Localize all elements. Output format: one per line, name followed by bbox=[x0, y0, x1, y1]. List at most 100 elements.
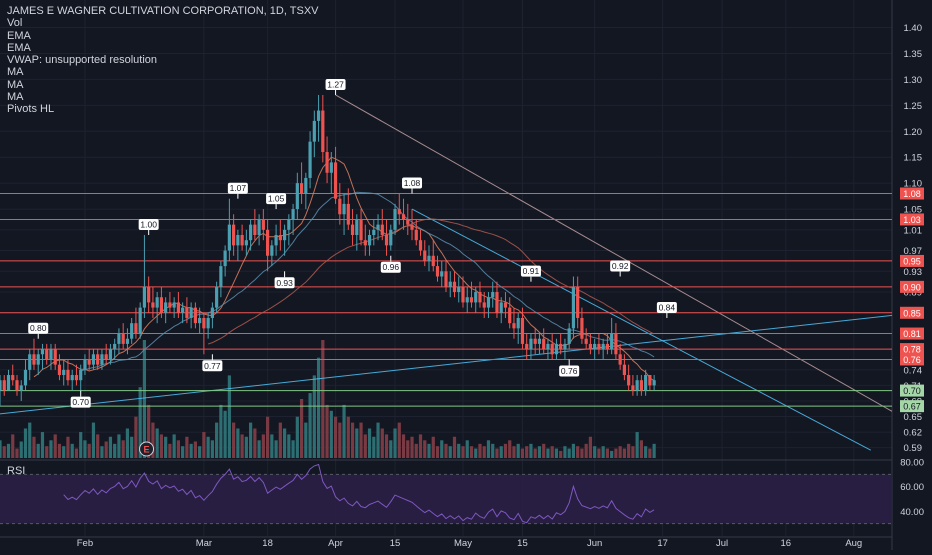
candle-body bbox=[151, 302, 155, 308]
time-axis-label: 15 bbox=[517, 538, 528, 549]
volume-bar bbox=[363, 434, 367, 458]
candle-body bbox=[427, 255, 431, 261]
time-axis-label: Feb bbox=[77, 538, 93, 549]
pivot-label-box bbox=[559, 365, 580, 377]
pivot-label-box bbox=[402, 177, 423, 189]
time-axis-label: 18 bbox=[262, 538, 273, 549]
level-tag bbox=[900, 187, 924, 200]
candle-body bbox=[240, 235, 244, 246]
volume-bar bbox=[181, 446, 185, 458]
candle-body bbox=[121, 333, 125, 344]
volume-bar bbox=[584, 443, 588, 458]
volume-bar bbox=[393, 428, 397, 458]
legend: JAMES E WAGNER CULTIVATION CORPORATION, … bbox=[7, 5, 319, 116]
candle-body bbox=[397, 209, 401, 215]
pivot-label-box bbox=[138, 219, 159, 230]
candle-body bbox=[423, 250, 427, 261]
legend-indicator-ema[interactable]: EMA bbox=[7, 29, 31, 42]
volume-bar bbox=[57, 443, 62, 458]
pivot-label: 1.05 bbox=[268, 194, 285, 204]
volume-bar bbox=[610, 450, 614, 458]
volume-bar bbox=[495, 448, 499, 458]
legend-indicator-vwap[interactable]: VWAP: unsupported resolution bbox=[7, 54, 158, 67]
volume-bar bbox=[193, 441, 197, 458]
candle-body bbox=[223, 250, 227, 267]
legend-indicator-vol[interactable]: Vol bbox=[7, 17, 23, 30]
rsi-label[interactable]: RSI bbox=[7, 465, 26, 477]
candle-body bbox=[23, 369, 28, 386]
volume-bar bbox=[631, 446, 635, 458]
candle-body bbox=[550, 343, 554, 355]
volume-bar bbox=[11, 434, 15, 458]
pivot-label-box bbox=[610, 260, 631, 272]
volume-bar bbox=[219, 404, 223, 458]
volume-bar bbox=[482, 446, 486, 458]
volume-bar bbox=[644, 446, 648, 458]
volume-bar bbox=[427, 443, 431, 458]
pivot-label: 0.77 bbox=[204, 361, 221, 371]
volume-bar bbox=[359, 422, 363, 458]
volume-bar bbox=[202, 432, 206, 458]
pivot-label-box bbox=[520, 265, 541, 277]
candle-body bbox=[508, 307, 512, 324]
legend-indicator-ma[interactable]: MA bbox=[7, 91, 24, 104]
price-axis-label: 1.10 bbox=[904, 179, 923, 190]
volume-bar bbox=[389, 440, 393, 458]
candle-body bbox=[576, 286, 580, 318]
volume-bar bbox=[478, 443, 482, 458]
candle-body bbox=[380, 224, 384, 235]
level-tag-label: 0.90 bbox=[903, 282, 921, 292]
candle-body bbox=[130, 323, 134, 339]
volume-bar bbox=[142, 340, 147, 458]
candle-body bbox=[6, 375, 11, 391]
candle-body bbox=[321, 110, 325, 153]
volume-bar bbox=[15, 448, 19, 458]
level-tag-label: 0.67 bbox=[903, 402, 921, 412]
candle-body bbox=[70, 375, 74, 381]
volume-bar bbox=[91, 422, 96, 458]
volume-bar bbox=[554, 448, 559, 458]
volume-bar bbox=[257, 440, 261, 458]
pivot-label-box bbox=[28, 322, 49, 334]
legend-indicator-ema[interactable]: EMA bbox=[7, 41, 31, 54]
volume-bar bbox=[299, 399, 304, 458]
candle-body bbox=[261, 219, 265, 230]
candle-body bbox=[440, 271, 444, 277]
legend-indicator-ma[interactable]: MA bbox=[7, 66, 24, 79]
candle-body bbox=[202, 317, 206, 329]
volume-bar bbox=[278, 422, 282, 458]
candle-body bbox=[635, 380, 639, 391]
candle-body bbox=[499, 302, 503, 313]
candle-body bbox=[219, 266, 223, 287]
candle-body bbox=[74, 375, 79, 381]
candle-body bbox=[546, 343, 550, 350]
volume-bar bbox=[232, 422, 236, 458]
legend-indicator-pivots[interactable]: Pivots HL bbox=[7, 103, 55, 116]
volume-bar bbox=[601, 446, 605, 458]
candle-body bbox=[108, 349, 113, 360]
candle-body bbox=[28, 354, 32, 370]
volume-bar bbox=[316, 357, 321, 458]
pivot-label-box bbox=[656, 301, 677, 313]
level-tag-label: 0.85 bbox=[903, 308, 921, 318]
candle-body bbox=[580, 317, 584, 339]
candle-body bbox=[571, 286, 576, 329]
volume-bar bbox=[198, 446, 202, 458]
candle-body bbox=[584, 338, 588, 344]
candle-body bbox=[11, 375, 15, 381]
volume-bar bbox=[40, 432, 45, 458]
volume-bar bbox=[249, 422, 253, 458]
candle-body bbox=[588, 343, 593, 350]
price-axis-label: 0.93 bbox=[904, 267, 923, 278]
candle-body bbox=[520, 317, 525, 344]
candle-body bbox=[206, 317, 210, 329]
volume-bar bbox=[516, 443, 520, 458]
legend-indicator-ma[interactable]: MA bbox=[7, 78, 24, 91]
volume-bar bbox=[503, 443, 508, 458]
legend-symbol[interactable]: JAMES E WAGNER CULTIVATION CORPORATION, … bbox=[7, 5, 319, 17]
volume-bar bbox=[185, 436, 189, 458]
volume-bar bbox=[401, 434, 406, 458]
